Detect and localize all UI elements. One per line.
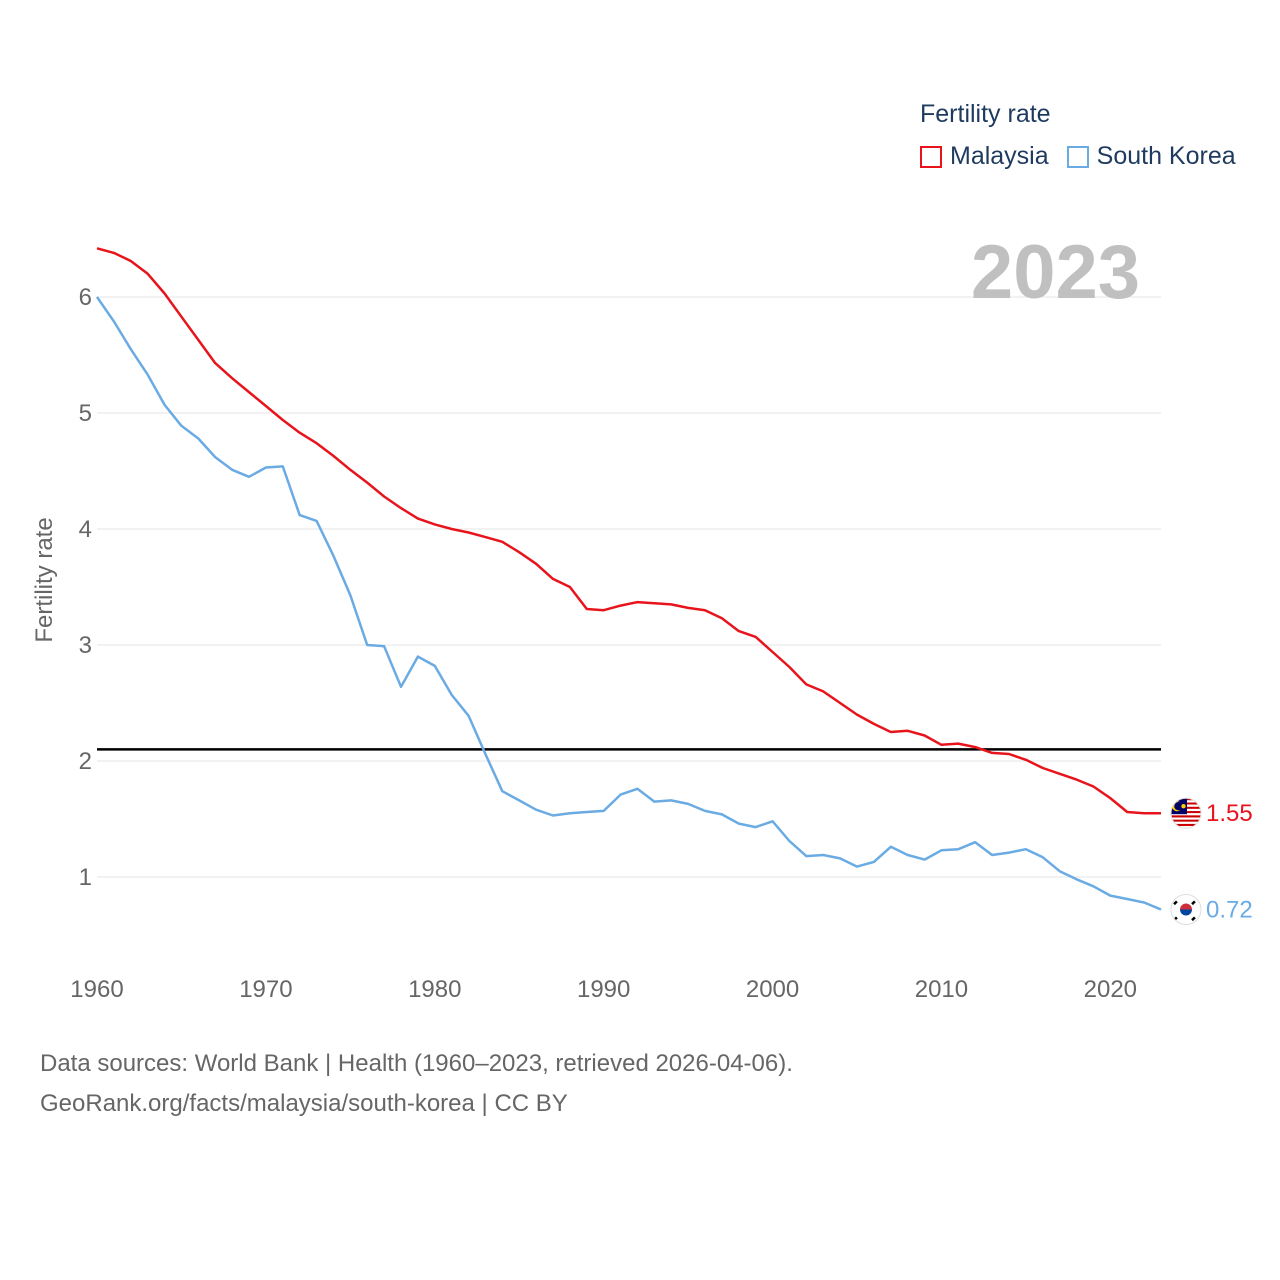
y-axis-label: Fertility rate (31, 517, 58, 642)
legend-item-south-korea[interactable]: South Korea (1066, 142, 1236, 171)
end-value-label-malaysia: 1.55 (1206, 800, 1253, 827)
x-tick-label: 2000 (746, 976, 799, 1003)
south-korea-flag-icon (1170, 893, 1202, 925)
legend-item-malaysia[interactable]: Malaysia (920, 142, 1049, 171)
year-label: 2023 (971, 230, 1140, 315)
y-tick-label: 3 (79, 632, 92, 659)
legend-label-malaysia: Malaysia (950, 142, 1049, 170)
series-line-malaysia[interactable] (96, 247, 1161, 815)
y-tick-label: 6 (79, 284, 92, 311)
x-tick-label: 1990 (577, 976, 630, 1003)
legend-swatch-malaysia (920, 145, 942, 168)
malaysia-flag-icon (1170, 797, 1202, 829)
source-note: Data sources: World Bank | Health (1960–… (40, 1044, 793, 1124)
x-tick-label: 1980 (408, 976, 461, 1003)
legend-title: Fertility rate (920, 100, 1051, 128)
end-value-label-south-korea: 0.72 (1206, 896, 1253, 923)
y-tick-label: 5 (79, 400, 92, 427)
x-tick-label: 2020 (1084, 976, 1137, 1003)
y-tick-label: 1 (79, 864, 92, 891)
source-line-1: Data sources: World Bank | Health (1960–… (40, 1050, 793, 1077)
legend: Malaysia South Korea (920, 142, 1254, 171)
x-tick-label: 1970 (239, 976, 292, 1003)
source-line-2[interactable]: GeoRank.org/facts/malaysia/south-korea |… (40, 1090, 568, 1117)
x-tick-label: 1960 (70, 976, 123, 1003)
series-line-south-korea[interactable] (95, 296, 1162, 911)
y-tick-label: 4 (79, 516, 92, 543)
x-tick-label: 2010 (915, 976, 968, 1003)
legend-label-south-korea: South Korea (1096, 142, 1236, 170)
legend-swatch-south-korea (1066, 145, 1089, 168)
y-tick-label: 2 (79, 748, 92, 775)
